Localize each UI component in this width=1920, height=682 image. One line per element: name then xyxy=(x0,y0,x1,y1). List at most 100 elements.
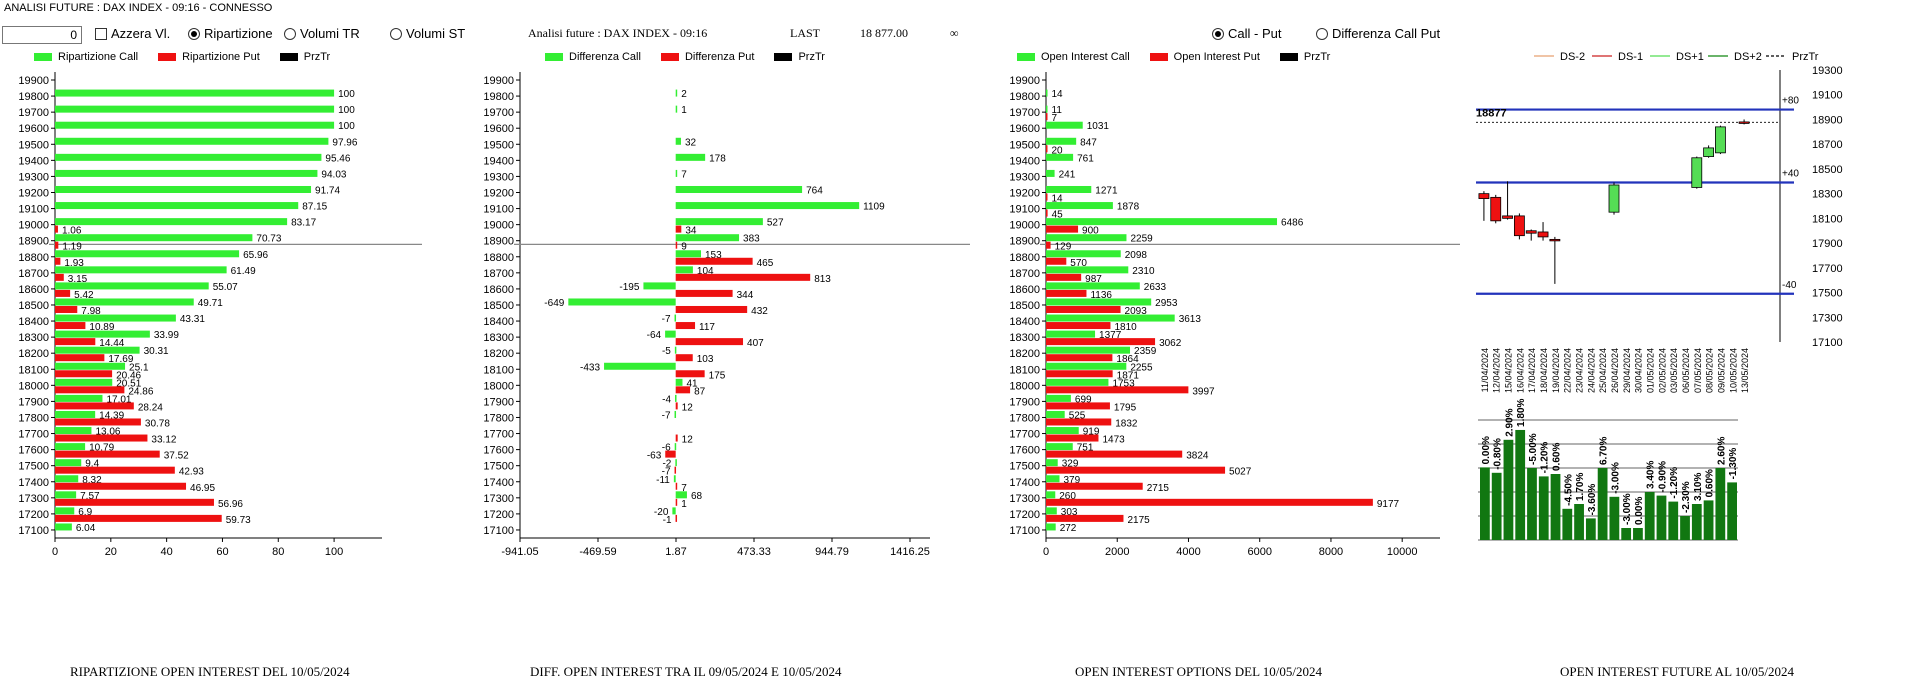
candle-body xyxy=(1608,184,1620,213)
azzera-checkbox[interactable]: Azzera Vl. xyxy=(95,26,170,41)
put-value-label: 1.06 xyxy=(62,226,82,237)
call-value-label: 61.49 xyxy=(231,266,256,277)
radio-call-put[interactable]: Call - Put xyxy=(1212,26,1281,41)
histogram-bar xyxy=(1633,528,1643,540)
call-bar xyxy=(55,346,140,354)
put-bar xyxy=(1046,370,1113,378)
histogram-bar xyxy=(1668,501,1679,540)
y-tick-label: 18700 xyxy=(1812,139,1843,151)
radio-volumi-tr[interactable]: Volumi TR xyxy=(284,26,360,41)
radio-volumi-st[interactable]: Volumi ST xyxy=(390,26,465,41)
put-value-label: 1473 xyxy=(1102,435,1125,446)
call-value-label: 2953 xyxy=(1155,298,1178,309)
put-value-label: 7 xyxy=(1052,113,1058,124)
y-tick-label: 18500 xyxy=(1009,300,1040,312)
checkbox-icon[interactable] xyxy=(95,27,107,40)
y-tick-label: 18100 xyxy=(18,364,49,376)
put-value-label: 175 xyxy=(709,370,726,381)
put-bar xyxy=(1046,225,1079,233)
call-bar xyxy=(55,410,96,418)
call-bar xyxy=(55,202,299,210)
y-tick-label: 18500 xyxy=(18,300,49,312)
radio-icon[interactable] xyxy=(284,27,296,40)
candle-body xyxy=(1490,196,1502,222)
y-tick-label: 17200 xyxy=(1009,509,1040,521)
histogram-label: -5.00% xyxy=(1528,433,1539,465)
call-bar xyxy=(675,202,860,210)
put-bar xyxy=(55,225,58,233)
put-bar xyxy=(55,402,134,410)
histogram-bar xyxy=(1538,476,1549,540)
legend-label: PrzTr xyxy=(1792,51,1819,63)
put-value-label: 20 xyxy=(1052,145,1064,156)
panel-title-future: OPEN INTEREST FUTURE AL 10/05/2024 xyxy=(1560,664,1795,679)
call-bar xyxy=(55,394,103,402)
call-value-label: 761 xyxy=(1077,153,1094,164)
y-tick-label: 18800 xyxy=(1009,252,1040,264)
call-value-label: 178 xyxy=(709,153,726,164)
y-tick-label: 18100 xyxy=(483,364,514,376)
date-label: 22/04/2024 xyxy=(1563,348,1573,393)
radio-selected-icon[interactable] xyxy=(1212,27,1224,40)
x-tick-label: 473.33 xyxy=(737,546,771,558)
histogram-bar xyxy=(1715,468,1726,540)
y-tick-label: 18700 xyxy=(18,268,49,280)
put-bar xyxy=(55,354,105,362)
call-value-label: 100 xyxy=(338,89,355,100)
date-label: 09/05/2024 xyxy=(1716,348,1726,393)
call-bar xyxy=(675,394,677,402)
y-tick-label: 17500 xyxy=(18,461,49,473)
legend-label: PrzTr xyxy=(1303,51,1331,63)
call-bar xyxy=(55,491,77,499)
legend-swatch xyxy=(660,53,679,61)
put-bar xyxy=(55,338,96,346)
differenza-chart: 19900 19800 19700 19600 19500 19400 19300 19200… xyxy=(483,72,970,558)
call-value-label: 94.03 xyxy=(321,169,346,180)
radio-differenza-call-put[interactable]: Differenza Call Put xyxy=(1316,26,1440,41)
call-value-label: 95.46 xyxy=(325,153,350,164)
call-value-label: 2259 xyxy=(1130,234,1153,245)
y-tick-label: 17300 xyxy=(1812,312,1843,324)
y-tick-label: 17200 xyxy=(483,509,514,521)
x-tick-label: 0 xyxy=(52,546,58,558)
y-tick-label: 17900 xyxy=(18,396,49,408)
put-value-label: 9177 xyxy=(1377,499,1400,510)
x-tick-label: 944.79 xyxy=(815,546,849,558)
call-value-label: 1377 xyxy=(1099,330,1122,341)
y-tick-label: 19900 xyxy=(18,75,49,87)
put-bar xyxy=(55,386,125,394)
call-bar xyxy=(1046,266,1129,274)
radio-ripartizione[interactable]: Ripartizione xyxy=(188,26,273,41)
put-bar xyxy=(1046,418,1112,426)
call-value-label: 527 xyxy=(767,218,784,229)
put-value-label: 3824 xyxy=(1186,451,1209,462)
date-label: 08/05/2024 xyxy=(1705,348,1715,393)
put-bar xyxy=(675,289,733,297)
x-tick-label: 4000 xyxy=(1176,546,1200,558)
call-bar xyxy=(675,491,687,499)
x-tick-label: 8000 xyxy=(1319,546,1343,558)
histogram-label: -3.00% xyxy=(1610,462,1621,494)
call-value-label: 383 xyxy=(743,234,760,245)
put-bar xyxy=(675,434,678,442)
x-tick-label: 10000 xyxy=(1387,546,1418,558)
value-input[interactable]: 0 xyxy=(2,26,82,44)
histogram-label: -2.30% xyxy=(1681,481,1692,513)
call-value-label: 2359 xyxy=(1134,346,1157,357)
radio-selected-icon[interactable] xyxy=(188,27,200,40)
histogram-bar xyxy=(1644,492,1655,540)
call-value-label: 1753 xyxy=(1112,378,1135,389)
radio-icon[interactable] xyxy=(1316,27,1328,40)
call-value-label: 14 xyxy=(1052,89,1064,100)
legend-label: PrzTr xyxy=(303,51,331,63)
call-bar xyxy=(1046,218,1278,226)
call-value-label: 70.73 xyxy=(256,234,281,245)
y-tick-label: 18700 xyxy=(1009,268,1040,280)
put-value-label: 2093 xyxy=(1125,306,1148,317)
call-bar xyxy=(604,362,676,370)
put-bar xyxy=(674,466,677,474)
call-bar xyxy=(1046,153,1074,161)
call-value-label: 25.1 xyxy=(129,362,149,373)
call-bar xyxy=(55,523,72,531)
radio-icon[interactable] xyxy=(390,27,402,40)
